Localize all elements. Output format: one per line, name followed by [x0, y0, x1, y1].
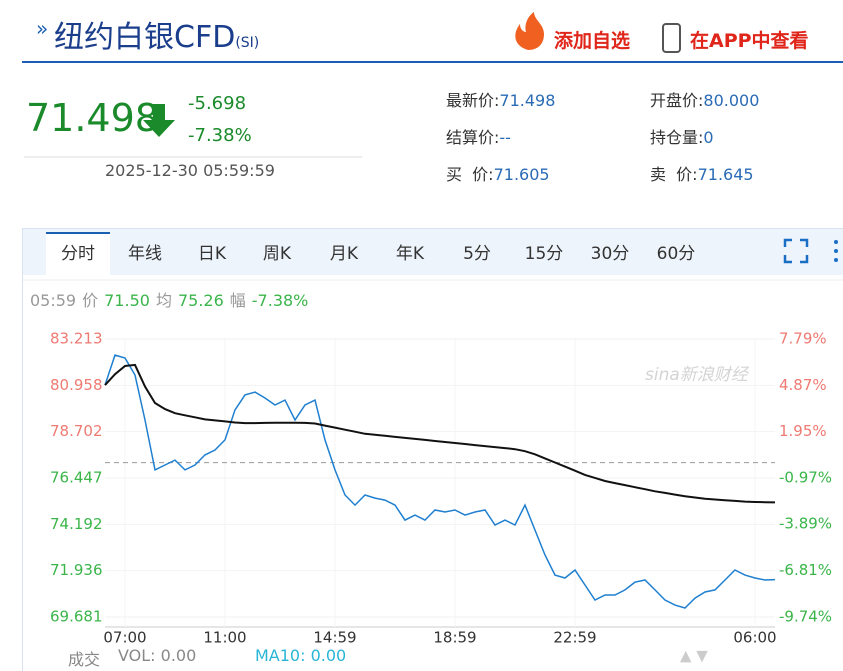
- field-label: 持仓量:: [650, 128, 704, 147]
- change-pct: -7.38%: [188, 125, 252, 146]
- quote-field: 买 价:71.605: [446, 161, 550, 185]
- tab[interactable]: 年线: [128, 244, 162, 264]
- field-value: 71.605: [493, 165, 550, 184]
- x-tick-label: 14:59: [313, 629, 356, 647]
- tab-selected[interactable]: [46, 233, 110, 275]
- icon: »: [36, 17, 48, 41]
- info-item: 71.50: [104, 291, 150, 310]
- y2-tick-label: -0.97%: [779, 468, 832, 486]
- chart-frame: [22, 228, 843, 671]
- tab-bar: [23, 229, 843, 275]
- field-label: 卖 价:: [650, 165, 698, 184]
- info-item: 75.26: [177, 291, 224, 310]
- quote-field: 开盘价:80.000: [650, 87, 759, 111]
- y2-tick-label: 7.79%: [779, 330, 827, 348]
- footer-label: 成交: [68, 650, 101, 669]
- watermark: sina新浪财经: [645, 365, 750, 385]
- quote-field: 卖 价:71.645: [650, 161, 754, 185]
- y2-tick-label: -3.89%: [779, 515, 832, 533]
- x-tick-label: 18:59: [433, 629, 476, 647]
- fire-icon: [515, 12, 544, 50]
- quote-field: 结算价:--: [446, 124, 511, 148]
- y-tick-label: 69.681: [50, 608, 103, 626]
- field-value: 80.000: [703, 91, 760, 110]
- vol: VOL: 0.00: [118, 646, 197, 665]
- y2-tick-label: 1.95%: [779, 422, 827, 440]
- tab[interactable]: 周K: [262, 244, 292, 264]
- field-label: 开盘价:: [650, 91, 704, 110]
- phone-icon: [662, 23, 681, 53]
- change: -5.698: [188, 93, 247, 114]
- y2-tick-label: 4.87%: [779, 376, 827, 394]
- y-tick-label: 78.702: [50, 422, 103, 440]
- quote-time: 2025-12-30 05:59:59: [105, 161, 275, 180]
- tab[interactable]: 分时: [61, 244, 95, 264]
- info-item: 均: [155, 291, 172, 310]
- title-text: 纽约白银CFD: [54, 20, 236, 55]
- y-tick-label: 83.213: [50, 330, 103, 348]
- tab[interactable]: 日K: [197, 244, 227, 264]
- menu-icon[interactable]: [834, 240, 838, 262]
- price-line: [104, 363, 776, 504]
- field-label: 最新价:: [446, 91, 500, 110]
- tab[interactable]: 5分: [463, 244, 491, 264]
- x-tick-label: 11:00: [203, 629, 246, 647]
- fullscreen-icon[interactable]: [783, 238, 809, 264]
- info-item: -7.38%: [251, 291, 309, 310]
- info-item: 幅: [229, 291, 246, 310]
- tab[interactable]: 30分: [590, 244, 630, 264]
- info-item: 价: [82, 291, 99, 310]
- price-line: [104, 354, 776, 609]
- tab[interactable]: 15分: [524, 244, 564, 264]
- title: 纽约白银CFD(SI): [54, 12, 259, 56]
- y2-tick-label: -6.81%: [779, 561, 832, 579]
- y-tick-label: 71.936: [50, 561, 103, 579]
- x-tick-label: 06:00: [733, 629, 776, 647]
- scroll-icon[interactable]: ▲ ▼: [680, 647, 708, 665]
- info-line: 05:59 价 71.50 均 75.26 幅 -7.38%: [30, 287, 314, 311]
- field-value: 0: [703, 128, 714, 147]
- tab[interactable]: 年K: [395, 244, 425, 264]
- field-label: 买 价:: [446, 165, 494, 184]
- open-app[interactable]: 在APP中查看: [690, 30, 809, 52]
- field-value: 71.498: [499, 91, 556, 110]
- code: (SI): [235, 35, 260, 51]
- ma10: MA10: 0.00: [255, 646, 347, 665]
- y-tick-label: 80.958: [50, 376, 103, 394]
- down-arrow: [143, 104, 175, 137]
- y-tick-label: 76.447: [50, 469, 103, 487]
- field-value: 71.645: [697, 165, 754, 184]
- field-label: 结算价:: [446, 128, 500, 147]
- tab[interactable]: 60分: [656, 244, 696, 264]
- add-watchlist[interactable]: 添加自选: [554, 30, 631, 52]
- field-value: --: [499, 128, 511, 147]
- quote-field: 持仓量:0: [650, 124, 714, 148]
- quote-field: 最新价:71.498: [446, 87, 555, 111]
- info-item: 05:59: [30, 291, 77, 310]
- tab[interactable]: 月K: [329, 244, 359, 264]
- y-tick-label: 74.192: [50, 515, 103, 533]
- x-tick-label: 07:00: [103, 629, 146, 647]
- price: 71.498: [26, 96, 159, 140]
- y2-tick-label: -9.74%: [779, 608, 832, 626]
- x-tick-label: 22:59: [553, 629, 596, 647]
